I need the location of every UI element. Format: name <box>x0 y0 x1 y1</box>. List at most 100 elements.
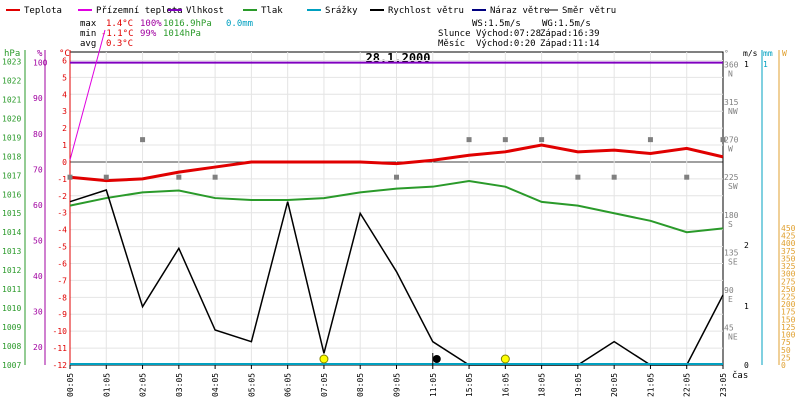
x-tick-label: 19:05 <box>574 373 583 397</box>
x-tick-label: 00:05 <box>66 373 75 397</box>
humidity-tick-label: 20 <box>33 343 43 352</box>
temperature-tick-label: -12 <box>53 361 68 370</box>
direction-name: S <box>728 220 733 229</box>
temperature-tick-label: -9 <box>57 310 67 319</box>
wind-direction-point <box>103 174 109 180</box>
wind-direction-point <box>539 137 545 143</box>
temperature-series-line <box>69 143 724 183</box>
direction-name: SW <box>728 182 738 191</box>
wind-wg: WG:1.5m/s <box>542 19 591 29</box>
x-tick-label: 09:05 <box>393 373 402 397</box>
hpa-tick-label: 1017 <box>2 171 21 180</box>
direction-name: NE <box>728 332 738 341</box>
x-tick-label: 08:05 <box>356 373 365 397</box>
stats-max-press: 1016.9hPa <box>163 19 212 29</box>
legend-label: Náraz větru <box>490 6 550 16</box>
sun-radiation-tick-label: 400 <box>781 239 796 248</box>
legend-label: Srážky <box>325 6 358 16</box>
temperature-tick-label: -10 <box>53 327 68 336</box>
wind-speed-series-line <box>69 189 724 366</box>
hpa-unit: hPa <box>4 49 20 59</box>
hpa-tick-label: 1018 <box>2 152 21 161</box>
x-tick-label: 03:05 <box>175 373 184 397</box>
direction-name: SE <box>728 257 738 266</box>
direction-tick-label: 90 <box>724 286 734 295</box>
stats-min-press: 1014hPa <box>163 29 201 39</box>
x-tick-label: 18:05 <box>538 373 547 397</box>
stats-avg-temp: 0.3°C <box>106 39 133 49</box>
sun-radiation-tick-label: 450 <box>781 224 796 233</box>
direction-tick-label: 135 <box>724 248 739 257</box>
wind-speed-tick-label: 0 <box>744 361 749 370</box>
hpa-tick-label: 1021 <box>2 95 21 104</box>
sun-radiation-tick-label: 375 <box>781 247 796 256</box>
humidity-tick-label: 90 <box>33 94 43 103</box>
hpa-tick-label: 1013 <box>2 247 21 256</box>
hpa-tick-label: 1014 <box>2 228 21 237</box>
temperature-tick-label: 1 <box>62 141 67 150</box>
x-tick-label: 07:05 <box>320 373 329 397</box>
sun-radiation-tick-label: 175 <box>781 308 796 317</box>
wind-direction-point <box>647 137 653 143</box>
wind-direction-point <box>212 174 218 180</box>
x-tick-label: 05:05 <box>247 373 256 397</box>
temperature-tick-label: 2 <box>62 124 67 133</box>
rain-unit: mm <box>763 49 773 58</box>
temperature-tick-label: -2 <box>57 192 67 201</box>
sun-radiation-tick-label: 100 <box>781 331 796 340</box>
direction-unit: ° <box>724 49 729 58</box>
humidity-unit: % <box>37 49 43 59</box>
hpa-tick-label: 1011 <box>2 285 21 294</box>
x-tick-label: 15:05 <box>465 373 474 397</box>
temperature-tick-label: -4 <box>57 226 67 235</box>
legend-label: Vlhkost <box>186 6 224 16</box>
sun-radiation-tick-label: 300 <box>781 270 796 279</box>
stats-avg-label: avg <box>80 39 96 49</box>
humidity-tick-label: 70 <box>33 165 43 174</box>
sun-set: Západ:16:39 <box>540 29 600 39</box>
sun-radiation-tick-label: 275 <box>781 277 796 286</box>
x-tick-label: 21:05 <box>646 373 655 397</box>
rain-tick-label: 1 <box>763 60 768 69</box>
humidity-tick-label: 40 <box>33 272 43 281</box>
x-axis-unit: čas <box>732 370 748 381</box>
x-tick-label: 23:05 <box>719 373 728 397</box>
direction-name: N <box>728 70 733 79</box>
wind-direction-point <box>684 174 690 180</box>
humidity-tick-label: 60 <box>33 201 43 210</box>
wind-speed-tick-label: 1 <box>744 302 749 311</box>
temperature-unit: °C <box>59 49 70 59</box>
chart-title: 28.1.2000 <box>365 51 430 65</box>
stats-max-temp: 1.4°C <box>106 19 133 29</box>
temperature-tick-label: -3 <box>57 209 67 218</box>
hpa-tick-label: 1016 <box>2 190 21 199</box>
direction-tick-label: 225 <box>724 173 739 182</box>
x-tick-label: 11:05 <box>429 373 438 397</box>
temperature-tick-label: 5 <box>62 73 67 82</box>
x-tick-label: 20:05 <box>610 373 619 397</box>
direction-name: NW <box>728 107 738 116</box>
hpa-tick-label: 1020 <box>2 114 21 123</box>
moon-marker <box>432 355 441 363</box>
sun-radiation-tick-label: 50 <box>781 346 791 355</box>
x-tick-label: 01:05 <box>102 373 111 397</box>
sun-radiation-tick-label: 425 <box>781 232 796 241</box>
legend-label: Tlak <box>261 6 283 16</box>
temperature-tick-label: -6 <box>57 259 67 268</box>
hpa-tick-label: 1022 <box>2 76 21 85</box>
sun-radiation-tick-label: 75 <box>781 338 791 347</box>
ground-temp-line <box>69 29 106 161</box>
humidity-tick-label: 100 <box>33 59 48 68</box>
hpa-tick-label: 1012 <box>2 266 21 275</box>
sun-radiation-tick-label: 0 <box>781 361 786 370</box>
stats-max-hum: 100% <box>140 19 162 29</box>
wind-direction-point <box>611 174 617 180</box>
temperature-tick-label: -5 <box>57 243 67 252</box>
x-tick-label: 04:05 <box>211 373 220 397</box>
hpa-tick-label: 1010 <box>2 304 21 313</box>
humidity-tick-label: 80 <box>33 130 43 139</box>
wind-speed-tick-label: 1 <box>744 60 749 69</box>
direction-name: W <box>728 145 733 154</box>
sun-radiation-tick-label: 150 <box>781 315 796 324</box>
